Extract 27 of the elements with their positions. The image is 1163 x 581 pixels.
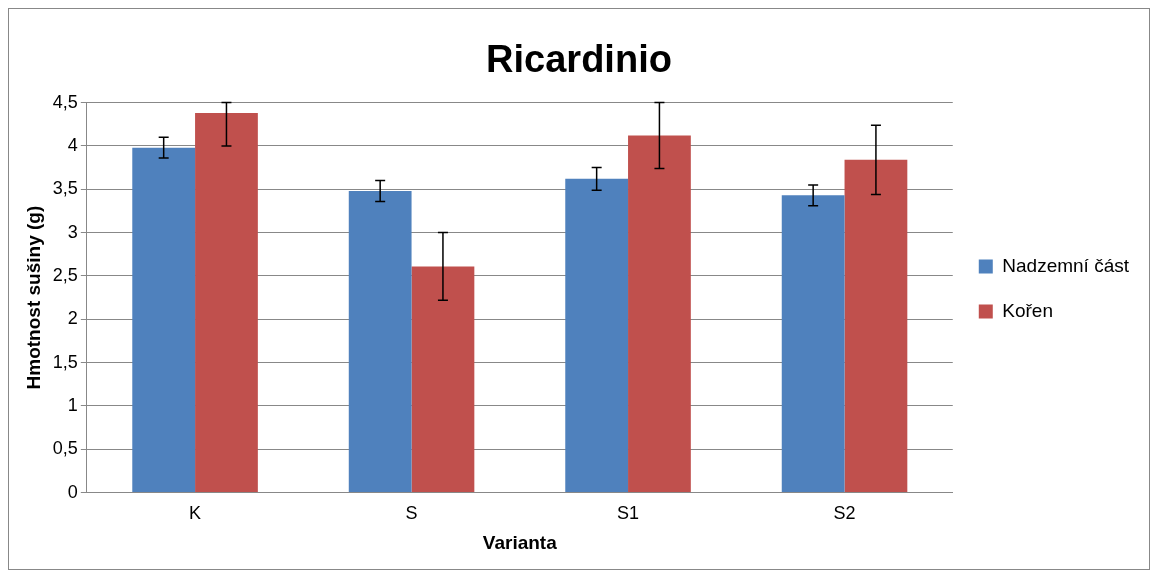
bar — [565, 178, 629, 493]
x-tick-label: K — [189, 503, 202, 524]
legend-label: Nadzemní část — [1002, 254, 1130, 276]
y-tick-label: 0,5 — [52, 438, 78, 459]
y-tick-label: 1,5 — [52, 351, 78, 372]
y-tick-label: 3 — [67, 221, 78, 242]
y-axis-title: Hmotnost sušiny (g) — [22, 205, 44, 390]
legend-label: Kořen — [1002, 299, 1053, 321]
bar — [628, 135, 691, 493]
x-tick-label: S1 — [617, 503, 640, 524]
bar — [348, 191, 412, 493]
x-axis-title: Varianta — [482, 531, 558, 553]
y-tick-label: 4,5 — [52, 91, 78, 112]
y-tick-label: 4 — [67, 134, 78, 155]
x-tick-label: S2 — [833, 503, 856, 524]
y-tick-label: 2,5 — [52, 264, 78, 285]
y-tick-label: 2 — [67, 308, 78, 329]
bar — [132, 147, 196, 493]
bar — [781, 195, 845, 493]
y-tick-label: 3,5 — [52, 178, 78, 199]
bar — [844, 159, 908, 493]
chart-title: Ricardinio — [486, 38, 672, 81]
y-tick-label: 1 — [67, 394, 78, 415]
bar — [195, 113, 258, 493]
x-tick-label: S — [405, 503, 418, 524]
bar — [411, 266, 475, 493]
y-tick-label: 0 — [67, 481, 78, 502]
